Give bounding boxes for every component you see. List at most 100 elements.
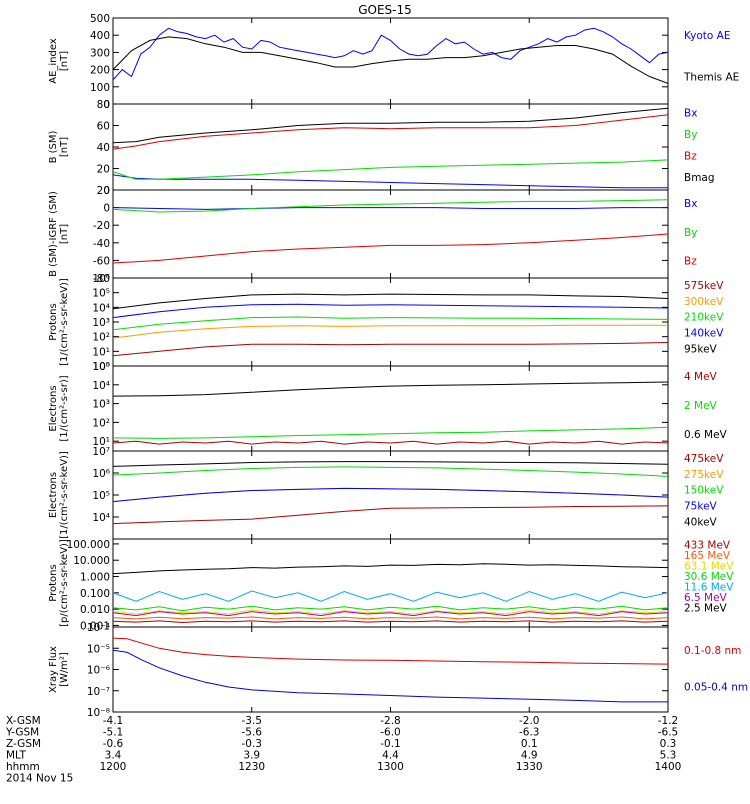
legend-label: Bz — [684, 255, 697, 267]
series-line-275kev — [113, 466, 668, 477]
series-line-300kev — [113, 303, 668, 319]
y-tick-label: 80 — [97, 99, 110, 111]
series-line-0-6-mev — [113, 381, 668, 397]
y-axis-label: [1/(cm²-s-sr-keV)] — [59, 451, 70, 539]
y-tick-label: 40 — [97, 142, 110, 154]
panel-protons2: 0.001 0.010 0.100 1.000 10.000 100.000 Protons… — [48, 538, 734, 632]
y-tick-label: 10³ — [92, 399, 110, 411]
y-tick-label: 10⁻⁵ — [87, 643, 110, 655]
ephemeris-value: 4.4 — [382, 750, 399, 762]
series-line-themis-ae — [113, 36, 668, 84]
legend-label: Bz — [684, 151, 697, 163]
legend-label: 140keV — [684, 328, 724, 340]
y-tick-label: 200 — [90, 65, 110, 77]
y-tick-label: 20 — [97, 164, 110, 176]
series-line-by — [113, 159, 668, 180]
y-tick-label: 10⁻⁷ — [87, 686, 110, 698]
series-line-bz — [113, 114, 668, 150]
ephemeris-value: -0.1 — [380, 738, 401, 750]
y-axis-label: Electrons — [48, 472, 59, 518]
legend-label: 75keV — [684, 501, 718, 513]
ephemeris-value: -2.0 — [519, 715, 540, 727]
panel-ae: 0 100 200 300 400 500 AE_index [nT] Kyoto AE Them… — [48, 13, 739, 111]
panel-frame — [112, 626, 669, 713]
ephemeris-value: -5.1 — [103, 727, 124, 739]
series-line-575kev — [113, 293, 668, 310]
legend-label: 575keV — [684, 280, 724, 292]
y-tick-label: 100 — [90, 82, 110, 94]
series-line-150kev — [113, 487, 668, 503]
ephemeris-value: 3.9 — [243, 750, 260, 762]
panel-protons1: 10⁰ 10¹ 10² 10³ 10⁴ 10⁵ 10⁶ Protons [1/(cm²-s-sr… — [48, 273, 724, 373]
y-axis-label: [1/(cm²-s-sr)] — [59, 375, 70, 441]
ephemeris-value: 5.3 — [660, 750, 677, 762]
y-tick-label: 1.000 — [80, 572, 110, 584]
y-axis-label: Protons — [48, 303, 59, 340]
ephemeris-row-label: MLT — [6, 750, 26, 762]
legend-label: Bmag — [684, 172, 715, 184]
legend-label: By — [684, 129, 697, 141]
y-tick-label: 0.010 — [80, 604, 110, 616]
series-line-165-mev — [113, 616, 668, 620]
ephemeris-value: -6.3 — [519, 727, 540, 739]
legend-label: 165 MeV — [684, 550, 731, 562]
ephemeris-value: -5.6 — [242, 727, 263, 739]
y-tick-label: 0.100 — [80, 588, 110, 600]
series-line-bz — [113, 233, 668, 264]
ephemeris-row-label: hhmm — [6, 761, 40, 773]
y-axis-label: Electrons — [48, 385, 59, 431]
y-tick-label: 10¹ — [92, 346, 110, 358]
panel-electrons1: 10¹ 10² 10³ 10⁴ 10⁵ Electrons [1/(cm²-s-sr)] 4 … — [48, 361, 728, 452]
ephemeris-value: -0.3 — [242, 738, 263, 750]
ephemeris-value: 1330 — [516, 761, 543, 773]
y-tick-label: 0 — [103, 99, 110, 111]
y-tick-label: 10⁶ — [92, 468, 110, 480]
y-axis-label: [W/m²] — [59, 652, 70, 687]
legend-label: Themis AE — [683, 71, 739, 83]
ephemeris-row-label: X-GSM — [6, 715, 41, 727]
legend-label: 0.05-0.4 nm — [684, 682, 748, 694]
series-line-2-5-mev — [113, 563, 668, 575]
series-line-6-5-mev — [113, 611, 668, 617]
series-line-140kev — [113, 324, 668, 339]
legend-label: 300keV — [684, 296, 724, 308]
panel-electrons2: 10⁴ 10⁵ 10⁶ 10⁷ Electrons [1/(cm²-s-sr-keV)] 4… — [48, 446, 724, 540]
y-tick-label: 10⁻⁶ — [87, 665, 110, 677]
legend-label: 475keV — [684, 453, 724, 465]
ephemeris-value: -4.1 — [103, 715, 124, 727]
ephemeris-value: -1.2 — [658, 715, 679, 727]
legend-label: By — [684, 227, 697, 239]
legend-label: Bx — [684, 198, 697, 210]
y-tick-label: 10¹ — [92, 436, 110, 448]
y-axis-label: [p/(cm²-s-sr-keV)] — [59, 539, 70, 627]
y-tick-label: 10² — [92, 417, 110, 429]
y-tick-label: 10⁶ — [92, 273, 110, 285]
series-line-11-6-mev — [113, 590, 668, 602]
series-line-95kev — [113, 342, 668, 357]
series-line-40kev — [113, 505, 668, 525]
series-line-75kev — [113, 487, 668, 503]
y-axis-label: [nT] — [59, 224, 70, 244]
y-tick-label: 10² — [92, 332, 110, 344]
y-axis-label: B (SM)-IGRF (SM) — [48, 191, 59, 277]
y-tick-label: 10³ — [92, 317, 110, 329]
series-line-by — [113, 199, 668, 213]
legend-label: 0.6 MeV — [684, 429, 728, 441]
legend-label: 11.6 MeV — [684, 582, 734, 594]
y-tick-label: 0.001 — [80, 620, 110, 632]
y-axis-label: [nT] — [59, 137, 70, 157]
y-tick-label: 10⁻⁴ — [87, 622, 110, 634]
y-tick-label: 10⁷ — [92, 446, 110, 458]
ephemeris-value: -6.5 — [658, 727, 679, 739]
date-label: 2014 Nov 15 — [6, 773, 73, 785]
y-tick-label: 10⁴ — [92, 302, 110, 314]
figure-title: GOES-15 — [358, 3, 412, 17]
series-line-0-05-0-4-nm — [113, 649, 668, 703]
series-line-4-mev — [113, 440, 668, 445]
y-tick-label: 0 — [103, 203, 110, 215]
series-line-210kev — [113, 316, 668, 331]
legend-label: 95keV — [684, 343, 718, 355]
